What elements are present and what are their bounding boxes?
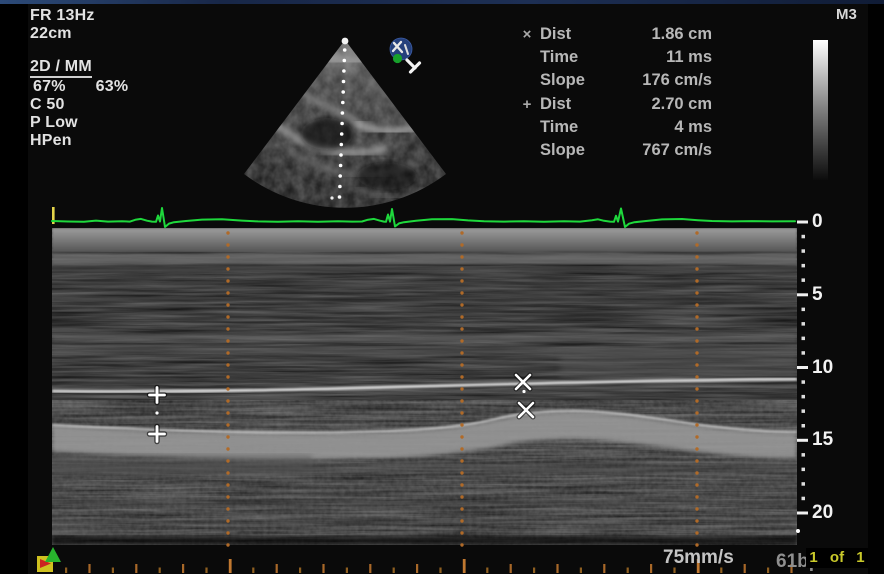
dot [330,196,334,200]
right-margin [868,4,884,574]
caliper-midpoint-dot [155,411,159,415]
persistence-label: P Low [30,114,78,131]
time-marker-dotted-lines [226,231,699,547]
measurement-results-panel: × Dist 1.86 cm Time 11 ms Slope 176 cm/s… [514,23,712,162]
measure-label: Dist [540,94,572,113]
measure-label: Dist [540,25,572,44]
gain-2d-label: 67% [33,78,66,95]
probe-orientation-icon [389,37,422,74]
compression-label: C 50 [30,96,65,113]
measure-label: Time [540,48,579,67]
grayscale-bar [813,40,828,180]
dot [796,529,800,533]
depth-label: 10 [812,356,834,378]
mmode-cursor-line[interactable] [337,48,347,199]
imaging-parameters-panel: FR 13Hz 22cm 2D / MM 67% 63% C 50 P Low H… [30,7,128,150]
measure-label: Slope [540,141,585,160]
preset-label: M3 [836,6,857,23]
measure-label: Time [540,117,579,136]
power-label: HPen [30,132,72,149]
ecg-sweep-start-tick [52,207,55,224]
caliper-x-icon: × [522,26,532,44]
top-status-strip [0,0,884,4]
depth-setting-label: 22cm [30,25,72,42]
mode-label: 2D / MM [30,58,92,78]
depth-label: 15 [812,429,834,451]
depth-label: 20 [812,502,834,523]
2d-sector-image [244,37,446,208]
measure-label: Slope [540,71,585,90]
measure-value: 2.70 cm [651,94,712,113]
page-indicator-badge: 1 of 1 [806,548,868,568]
measure-value: 176 cm/s [642,71,712,90]
mmode-cursor-anchor[interactable] [341,37,349,45]
depth-label: 5 [812,283,823,305]
measure-value: 11 ms [666,48,712,67]
caliper-plus-marker-1[interactable] [146,384,168,406]
caliper-plus-marker-2[interactable] [146,423,168,445]
mmode-sweep-area [52,228,797,545]
depth-scale-ticks [797,220,808,515]
measure-value: 767 cm/s [642,141,712,160]
timeline-ticks [65,559,793,573]
caliper-x-marker-1[interactable] [513,372,533,394]
caliper-x-marker-2[interactable] [516,400,536,420]
sweep-speed-label: 75mm/s [663,547,734,568]
cine-position-icon[interactable] [45,547,61,562]
measure-value: 1.86 cm [651,25,712,44]
gain-mm-label: 63% [95,78,129,95]
caliper-plus-icon: + [522,95,532,113]
measure-value: 4 ms [674,117,712,136]
mmode-display [37,196,808,573]
frame-rate-label: FR 13Hz [30,7,95,24]
depth-label: 0 [812,211,823,232]
ecg-trace [51,207,796,228]
